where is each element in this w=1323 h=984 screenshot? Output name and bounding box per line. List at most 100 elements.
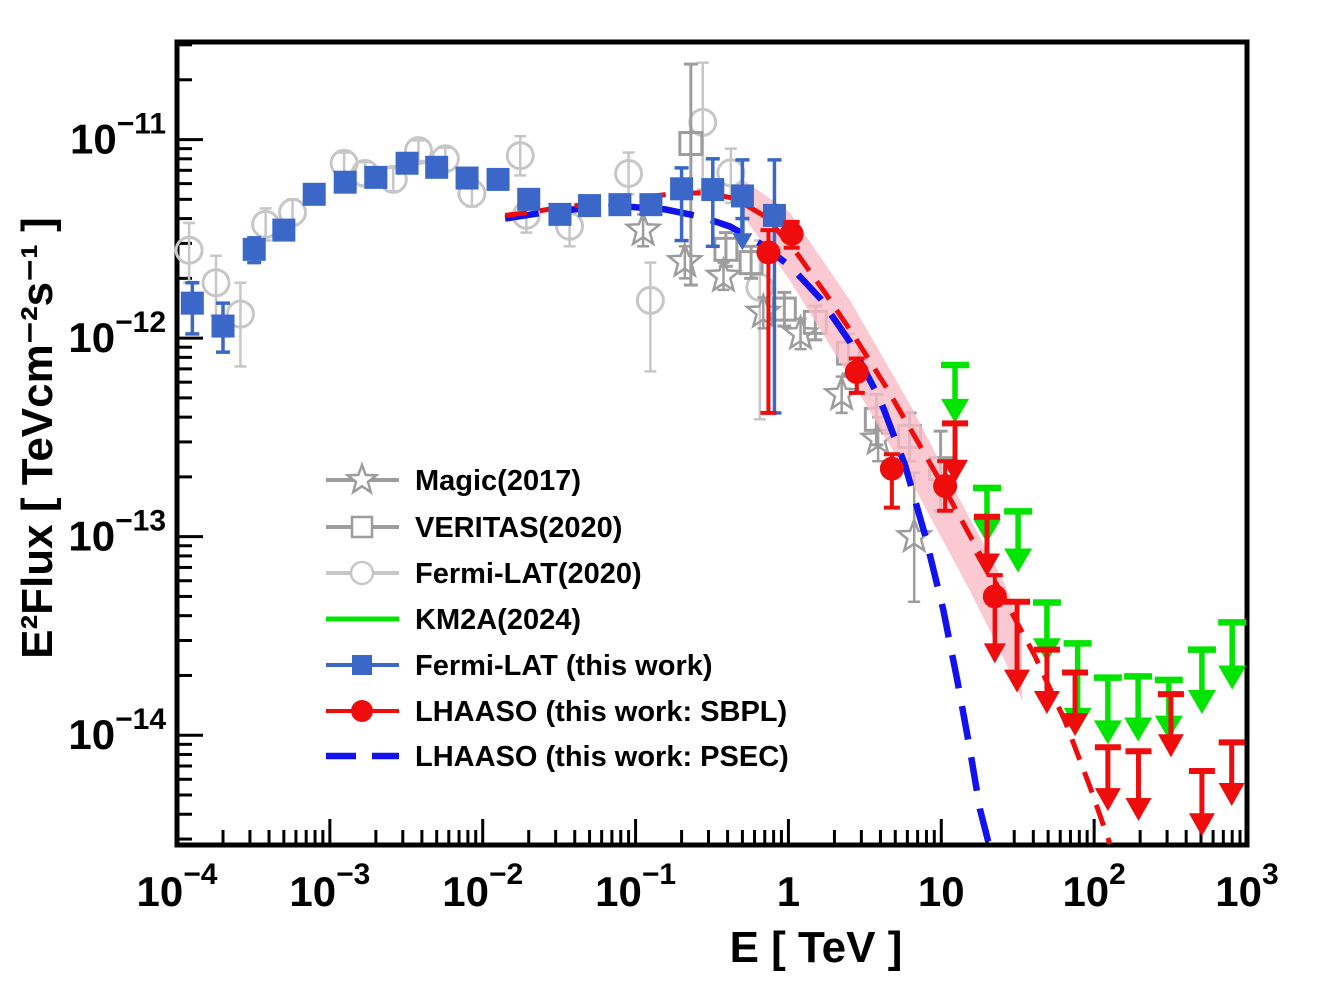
filled-square-marker <box>242 237 266 261</box>
upper-limit-arrowhead <box>973 553 1000 577</box>
open-circle-marker <box>635 285 665 315</box>
filled-square-marker <box>730 184 754 208</box>
filled-square-marker <box>517 187 541 211</box>
filled-square-marker <box>455 166 479 190</box>
filled-square-marker <box>548 202 572 226</box>
upper-limit-arrowhead <box>1033 690 1060 714</box>
filled-circle-marker <box>933 473 958 498</box>
open-circle-marker <box>201 268 231 298</box>
filled-square-marker <box>180 291 204 315</box>
upper-limit-arrowhead <box>1094 788 1121 812</box>
axes: 10−4 10−3 10−2 10−1 1 10 102 10310−1110−1210−13… <box>68 39 1279 915</box>
open-circle-marker <box>614 158 644 188</box>
x-axis-title: E [ TeV ] <box>730 923 903 972</box>
filled-square-marker <box>364 165 388 189</box>
star-marker <box>822 373 862 412</box>
y-tick-label: 10−13 <box>68 505 166 560</box>
filled-square-marker <box>608 193 632 217</box>
x-tick-label: 1 <box>777 868 800 915</box>
plot-area: 10−4 10−3 10−2 10−1 1 10 102 10310−1110−1210−13… <box>68 39 1279 915</box>
open-circle-marker <box>225 299 255 329</box>
legend-label: Fermi-LAT(2020) <box>415 558 642 590</box>
series-lhaaso-this-work-sbpl <box>756 219 1007 664</box>
filled-square-marker <box>333 170 357 194</box>
upper-limit-arrowhead <box>1004 548 1033 573</box>
upper-limit-arrowhead <box>1157 734 1184 758</box>
open-circle-icon <box>349 560 375 586</box>
upper-limit-arrowhead <box>732 233 753 251</box>
legend-item-fermi-lat-this-work-: Fermi-LAT (this work) <box>326 650 713 682</box>
x-tick-label: 10−2 <box>442 858 523 915</box>
legend-label: Magic(2017) <box>415 465 581 497</box>
filled-square-marker <box>701 178 725 202</box>
sbpl-uncertainty-band <box>741 178 1023 702</box>
lhaaso-upper-limits <box>942 420 1245 837</box>
x-tick-label: 103 <box>1215 858 1278 915</box>
upper-limit-arrowhead <box>941 398 970 423</box>
filled-square-marker <box>302 182 326 206</box>
open-circle-marker <box>505 141 535 171</box>
upper-limit-arrowhead <box>1004 669 1031 693</box>
filled-circle-icon <box>351 700 373 722</box>
upper-limit-arrowhead <box>1218 665 1247 690</box>
legend-label: LHAASO (this work: PSEC) <box>415 741 789 773</box>
filled-circle-marker <box>779 221 804 246</box>
legend-label: LHAASO (this work: SBPL) <box>415 696 787 728</box>
open-circle-marker <box>174 235 204 265</box>
filled-square-icon <box>352 655 372 675</box>
x-tick-label: 10−4 <box>137 858 218 915</box>
star-marker <box>623 209 663 247</box>
legend-item-lhaaso-this-work-psec-: LHAASO (this work: PSEC) <box>326 741 789 773</box>
open-square-icon <box>350 515 374 539</box>
star-marker <box>703 255 744 293</box>
legend-label: Fermi-LAT (this work) <box>415 650 713 682</box>
filled-square-marker <box>578 194 602 218</box>
filled-circle-marker <box>982 584 1007 609</box>
filled-square-marker <box>272 218 296 242</box>
legend-item-km2a-2024-: KM2A(2024) <box>326 604 581 636</box>
y-tick-label: 10−11 <box>70 108 166 163</box>
star-marker <box>781 313 821 351</box>
filled-circle-marker <box>756 240 781 265</box>
legend: Magic(2017) VERITAS(2020) Fermi-LAT(2020) K… <box>326 461 789 773</box>
filled-square-marker <box>670 177 694 201</box>
upper-limit-arrowhead <box>1218 783 1245 807</box>
upper-limit-arrowhead <box>1187 689 1216 714</box>
legend-item-magic-2017-: Magic(2017) <box>326 461 581 497</box>
upper-limit-arrowhead <box>1062 713 1089 737</box>
band-polygon <box>741 178 1023 702</box>
filled-square-marker <box>639 193 663 217</box>
legend-item-veritas-2020-: VERITAS(2020) <box>326 512 622 544</box>
filled-square-marker <box>486 167 510 191</box>
star-marker <box>665 241 705 279</box>
legend-label: VERITAS(2020) <box>415 512 622 544</box>
filled-square-marker <box>425 155 449 179</box>
legend-item-lhaaso-this-work-sbpl-: LHAASO (this work: SBPL) <box>326 696 787 728</box>
filled-circle-marker <box>879 456 904 481</box>
y-tick-label: 10−14 <box>68 703 166 758</box>
upper-limit-arrowhead <box>1125 797 1152 821</box>
upper-limit-arrowhead <box>1188 813 1215 837</box>
x-tick-label: 102 <box>1062 858 1125 915</box>
upper-limit-arrowhead <box>983 643 1006 664</box>
filled-square-marker <box>211 314 235 338</box>
open-square-marker <box>713 236 739 262</box>
x-tick-label: 10−3 <box>289 858 370 915</box>
series-fermi-lat-this-work <box>180 151 786 415</box>
filled-circle-marker <box>844 360 869 385</box>
upper-limit-arrowhead <box>1124 717 1153 742</box>
upper-limit-arrowhead <box>1093 720 1122 745</box>
filled-square-marker <box>762 203 786 227</box>
y-tick-label: 10−12 <box>68 306 166 361</box>
x-tick-label: 10 <box>918 868 965 915</box>
legend-label: KM2A(2024) <box>415 604 581 636</box>
upper-limit-arrowhead <box>942 459 969 483</box>
x-tick-label: 10−1 <box>595 858 676 915</box>
legend-item-fermi-lat-2020-: Fermi-LAT(2020) <box>326 558 642 590</box>
open-square-marker <box>678 131 704 157</box>
plot-frame <box>174 39 1250 848</box>
star-icon <box>344 461 380 495</box>
filled-square-marker <box>395 151 419 175</box>
